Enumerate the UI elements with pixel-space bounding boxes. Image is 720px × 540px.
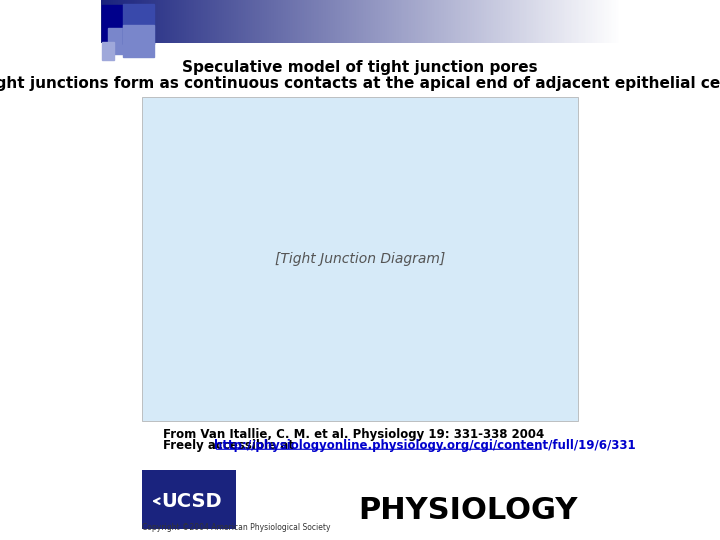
Text: [Tight Junction Diagram]: [Tight Junction Diagram] (275, 252, 445, 266)
Text: Speculative model of tight junction pores: Speculative model of tight junction pore… (182, 60, 538, 75)
FancyBboxPatch shape (143, 97, 577, 421)
Text: PHYSIOLOGY: PHYSIOLOGY (359, 496, 577, 525)
Bar (102, 42, 114, 60)
Bar (102, 5, 122, 40)
Text: UCSD: UCSD (161, 491, 222, 511)
Text: Copyright ©2004 American Physiological Society: Copyright ©2004 American Physiological S… (143, 523, 330, 532)
Text: From Van Itallie, C. M. et al. Physiology 19: 331-338 2004: From Van Itallie, C. M. et al. Physiolog… (163, 428, 544, 441)
Bar (122, 25, 153, 57)
Text: Freely accessible at: Freely accessible at (163, 439, 298, 452)
Text: http://physiologyonline.physiology.org/cgi/content/full/19/6/331: http://physiologyonline.physiology.org/c… (214, 439, 636, 452)
Bar (122, 4, 153, 44)
Text: Tight junctions form as continuous contacts at the apical end of adjacent epithe: Tight junctions form as continuous conta… (0, 76, 720, 91)
Bar (108, 28, 122, 54)
FancyBboxPatch shape (143, 470, 235, 529)
